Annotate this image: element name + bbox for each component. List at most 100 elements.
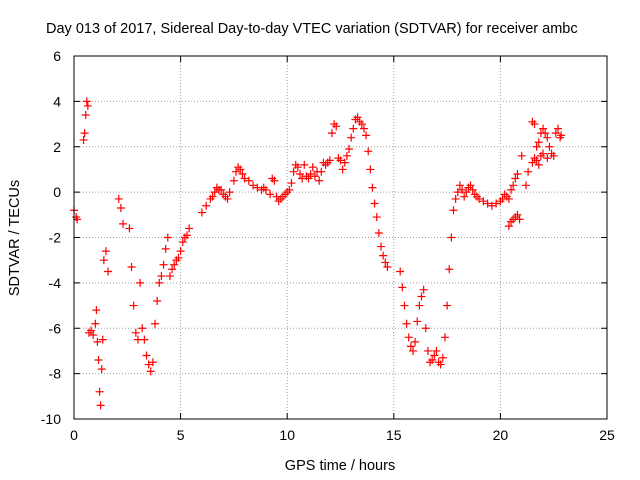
data-point bbox=[404, 333, 413, 342]
data-point bbox=[368, 183, 377, 192]
data-point bbox=[532, 156, 541, 165]
data-point bbox=[91, 319, 100, 328]
y-tick-label: 4 bbox=[53, 93, 61, 109]
y-tick-label: 0 bbox=[53, 184, 61, 200]
data-point bbox=[325, 156, 334, 165]
data-point bbox=[217, 185, 226, 194]
data-point bbox=[543, 133, 552, 142]
data-point bbox=[353, 113, 362, 122]
data-point bbox=[165, 272, 174, 281]
data-point bbox=[157, 272, 166, 281]
data-point bbox=[197, 208, 206, 217]
data-point bbox=[129, 301, 138, 310]
data-point bbox=[396, 267, 405, 276]
x-tick-label: 15 bbox=[386, 427, 402, 443]
grid-lines bbox=[74, 56, 607, 419]
data-point bbox=[338, 165, 347, 174]
data-point bbox=[419, 285, 428, 294]
data-point bbox=[466, 181, 475, 190]
x-tick-label: 20 bbox=[493, 427, 509, 443]
data-point bbox=[532, 142, 541, 151]
data-point bbox=[174, 253, 183, 262]
data-point bbox=[534, 138, 543, 147]
data-point bbox=[492, 199, 501, 208]
data-point bbox=[116, 204, 125, 213]
data-point bbox=[332, 122, 341, 131]
data-point bbox=[345, 145, 354, 154]
data-point bbox=[517, 151, 526, 160]
data-point bbox=[287, 179, 296, 188]
data-point bbox=[336, 156, 345, 165]
data-point bbox=[383, 262, 392, 271]
data-point bbox=[73, 215, 82, 224]
data-point bbox=[543, 154, 552, 163]
data-point bbox=[308, 163, 317, 172]
data-point bbox=[163, 233, 172, 242]
data-point bbox=[524, 167, 533, 176]
data-point bbox=[438, 353, 447, 362]
data-point bbox=[534, 160, 543, 169]
data-point bbox=[223, 194, 232, 203]
data-point bbox=[155, 278, 164, 287]
data-point bbox=[379, 251, 388, 260]
data-points bbox=[70, 97, 566, 410]
data-point bbox=[240, 174, 249, 183]
y-tick-label: -6 bbox=[49, 320, 62, 336]
data-point bbox=[440, 333, 449, 342]
data-point bbox=[511, 174, 520, 183]
data-point bbox=[93, 337, 102, 346]
data-point bbox=[96, 401, 105, 410]
data-point bbox=[99, 256, 108, 265]
data-point bbox=[261, 185, 270, 194]
data-point bbox=[114, 194, 123, 203]
data-point bbox=[153, 297, 162, 306]
data-point bbox=[148, 358, 157, 367]
data-point bbox=[317, 167, 326, 176]
data-point bbox=[182, 231, 191, 240]
y-tick-label: -8 bbox=[49, 366, 62, 382]
data-point bbox=[515, 215, 524, 224]
data-point bbox=[98, 335, 107, 344]
data-point bbox=[423, 346, 432, 355]
data-point bbox=[372, 213, 381, 222]
data-point bbox=[509, 181, 518, 190]
data-point bbox=[140, 335, 149, 344]
data-point bbox=[415, 301, 424, 310]
data-point bbox=[310, 172, 319, 181]
data-point bbox=[119, 219, 128, 228]
data-point bbox=[402, 319, 411, 328]
data-point bbox=[507, 185, 516, 194]
data-point bbox=[504, 194, 513, 203]
y-axis-ticks: -10 -8 -6 -4 -2 0 2 4 6 bbox=[41, 48, 607, 427]
y-tick-label: -2 bbox=[49, 230, 62, 246]
data-point bbox=[436, 360, 445, 369]
data-point bbox=[408, 346, 417, 355]
data-point bbox=[539, 149, 548, 158]
data-point bbox=[170, 260, 179, 269]
data-point bbox=[453, 188, 462, 197]
data-point bbox=[432, 346, 441, 355]
data-point bbox=[293, 163, 302, 172]
x-tick-label: 5 bbox=[177, 427, 185, 443]
data-point bbox=[340, 158, 349, 167]
data-point bbox=[381, 258, 390, 267]
data-point bbox=[229, 176, 238, 185]
data-point bbox=[238, 169, 247, 178]
data-point bbox=[178, 238, 187, 247]
data-point bbox=[428, 356, 437, 365]
data-point bbox=[142, 351, 151, 360]
data-point bbox=[295, 169, 304, 178]
data-point bbox=[89, 331, 98, 340]
data-point bbox=[176, 247, 185, 256]
data-point bbox=[377, 242, 386, 251]
data-point bbox=[289, 167, 298, 176]
data-point bbox=[406, 342, 415, 351]
data-point bbox=[443, 301, 452, 310]
data-point bbox=[146, 367, 155, 376]
data-point bbox=[513, 210, 522, 219]
x-axis-ticks: 0 5 10 15 20 25 bbox=[70, 56, 615, 443]
data-point bbox=[266, 190, 275, 199]
data-point bbox=[210, 188, 219, 197]
data-point bbox=[87, 326, 96, 335]
data-point bbox=[445, 265, 454, 274]
